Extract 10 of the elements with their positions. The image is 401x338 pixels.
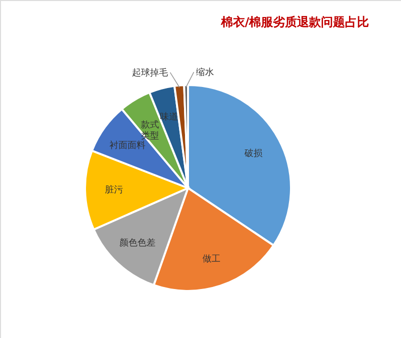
slice-label: 颜色色差: [120, 237, 156, 248]
slice-label: 破损: [243, 148, 262, 160]
chart-title: 棉衣/棉服劣质退款问题占比: [220, 15, 370, 29]
slice-label: 衬面面料: [110, 140, 146, 151]
slice-label: 味道: [160, 111, 178, 122]
slice-label: 做工: [202, 253, 220, 264]
slice-label: 起球掉毛: [132, 67, 168, 78]
slice-label: 脏污: [104, 184, 123, 196]
slice-label: 款式类型: [140, 119, 159, 142]
slice-label: 缩水: [196, 67, 214, 78]
